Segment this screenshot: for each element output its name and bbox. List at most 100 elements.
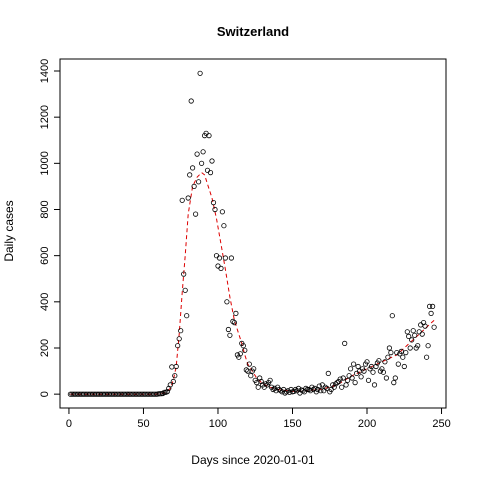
data-point <box>426 303 433 309</box>
data-point <box>385 354 391 360</box>
points-layer <box>67 70 437 397</box>
x-tick-label: 250 <box>432 418 450 430</box>
y-tick-label: 600 <box>39 246 51 264</box>
data-point <box>344 377 351 383</box>
data-point <box>349 375 355 381</box>
data-point <box>388 349 394 356</box>
x-tick-label: 0 <box>66 418 72 430</box>
data-point <box>392 375 398 381</box>
data-point <box>194 151 200 157</box>
data-point <box>176 336 182 342</box>
data-point <box>246 361 252 367</box>
data-point <box>182 287 188 293</box>
data-point <box>230 318 236 324</box>
data-point <box>404 329 410 335</box>
data-point <box>157 391 163 397</box>
data-point <box>243 367 249 373</box>
data-point <box>212 206 218 213</box>
data-point <box>429 303 436 309</box>
data-point <box>391 379 397 386</box>
data-point <box>382 359 388 365</box>
data-point <box>343 382 349 388</box>
chart-title: Switzerland <box>217 24 289 39</box>
data-point <box>376 358 382 364</box>
data-point <box>401 363 407 370</box>
data-point <box>222 255 228 261</box>
data-point <box>361 368 367 374</box>
data-point <box>415 343 421 349</box>
data-point <box>218 265 224 271</box>
data-point <box>316 383 322 389</box>
data-point <box>263 381 269 387</box>
data-point <box>406 333 412 339</box>
x-axis: 0 50 100 150 200 250 <box>66 408 451 430</box>
data-point <box>225 326 231 333</box>
data-point <box>173 363 179 370</box>
data-point <box>340 375 346 381</box>
data-point <box>407 345 413 351</box>
data-point <box>184 313 190 319</box>
data-point <box>196 179 202 185</box>
data-point <box>364 359 370 365</box>
data-point <box>224 299 230 305</box>
data-point <box>412 332 418 338</box>
data-point <box>386 345 392 351</box>
data-point <box>350 361 357 367</box>
data-point <box>370 369 376 375</box>
y-tick-label: 1200 <box>39 105 51 129</box>
data-point <box>206 133 212 139</box>
data-point <box>221 223 227 229</box>
data-point <box>322 384 328 390</box>
data-point <box>190 165 196 171</box>
data-point <box>237 351 243 357</box>
data-point <box>199 160 205 166</box>
data-point <box>233 310 239 316</box>
x-tick-label: 200 <box>358 418 376 430</box>
data-point <box>371 382 378 388</box>
data-point <box>267 377 273 383</box>
data-point <box>277 388 284 394</box>
data-point <box>270 386 276 393</box>
data-point <box>228 255 234 261</box>
y-tick-label: 1000 <box>39 151 51 175</box>
data-point <box>355 363 361 370</box>
data-point <box>334 379 340 386</box>
data-point <box>410 328 416 334</box>
y-tick-label: 1400 <box>39 59 51 83</box>
y-tick-label: 400 <box>39 293 51 311</box>
x-axis-label: Days since 2020-01-01 <box>191 453 315 467</box>
data-point <box>200 149 206 155</box>
data-point <box>191 183 197 189</box>
data-point <box>303 385 309 391</box>
y-tick-label: 0 <box>39 391 51 397</box>
data-point <box>419 331 425 337</box>
data-point <box>172 373 178 379</box>
data-point <box>251 366 257 372</box>
data-point <box>325 370 331 376</box>
data-point <box>178 328 184 334</box>
data-point <box>383 375 389 381</box>
data-point <box>428 310 434 316</box>
data-point <box>342 340 348 346</box>
data-point <box>179 197 185 203</box>
data-point <box>365 377 372 383</box>
data-point <box>352 379 358 386</box>
data-point <box>403 349 409 356</box>
data-point <box>318 388 324 394</box>
data-point <box>400 354 406 360</box>
data-point <box>304 386 310 393</box>
data-point <box>193 211 199 217</box>
data-point <box>187 172 193 178</box>
data-point <box>389 313 395 319</box>
data-point <box>207 170 214 176</box>
data-point <box>248 373 254 379</box>
data-point <box>337 376 343 382</box>
data-point <box>164 388 170 395</box>
data-point <box>197 70 203 76</box>
data-point <box>347 366 354 372</box>
data-point <box>380 369 386 375</box>
data-point <box>188 98 194 104</box>
data-point <box>295 385 302 391</box>
data-point <box>292 386 299 393</box>
data-point <box>170 378 176 385</box>
